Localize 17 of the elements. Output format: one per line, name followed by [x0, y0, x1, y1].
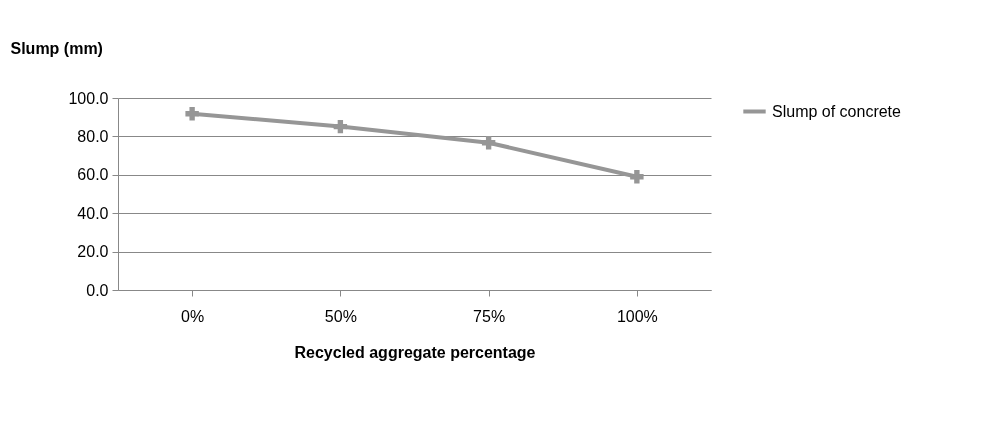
y-tick-label: 40.0	[77, 204, 109, 222]
x-tick-label: 100%	[616, 307, 658, 325]
point	[185, 107, 199, 121]
y-tick-label: 20.0	[77, 243, 109, 261]
x-tick-label: 50%	[324, 307, 357, 325]
x-axis-title: Recycled aggregate percentage	[294, 343, 536, 361]
y-tick-label: 60.0	[77, 166, 109, 184]
y-tick-label: 100.0	[68, 89, 109, 107]
point	[481, 136, 496, 150]
point	[333, 119, 348, 134]
point	[630, 170, 644, 184]
y-tick-label: 0.0	[86, 281, 109, 299]
y-axis-title: Slump (mm)	[10, 39, 103, 57]
x-tick-label: 75%	[473, 307, 506, 325]
x-tick-label: 0%	[181, 307, 205, 325]
y-tick-label: 80.0	[77, 127, 109, 145]
legend-label: Slump of concrete	[772, 102, 902, 120]
